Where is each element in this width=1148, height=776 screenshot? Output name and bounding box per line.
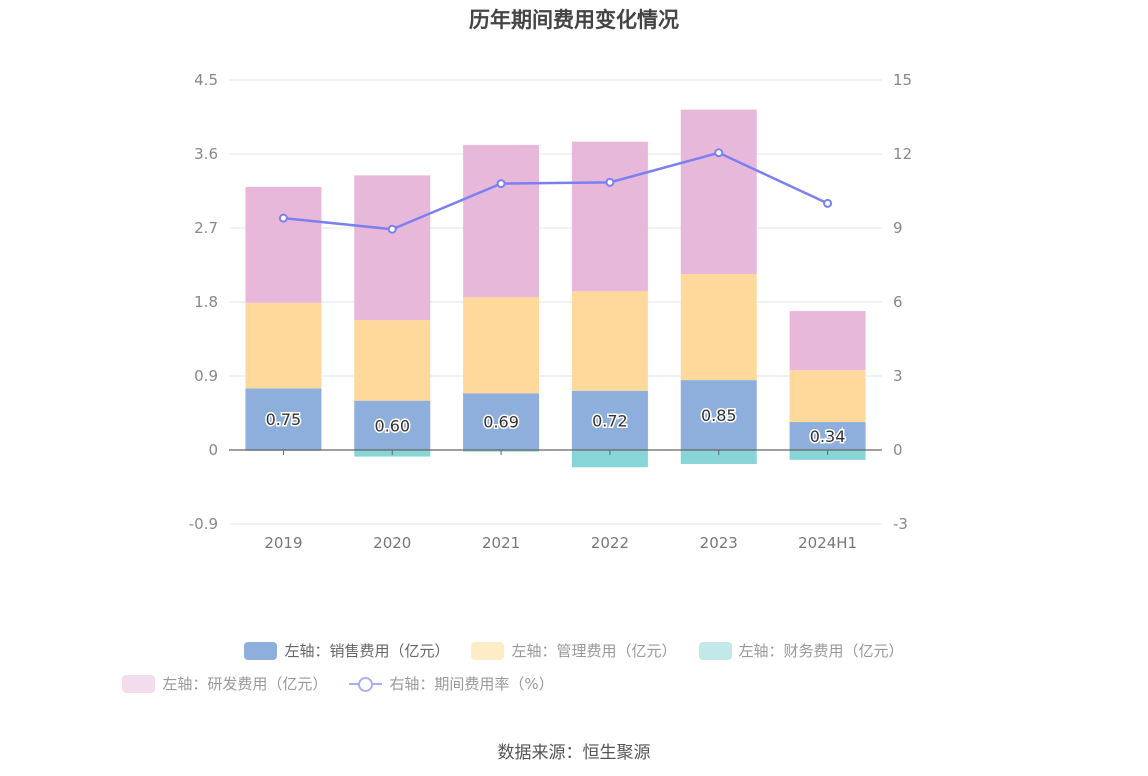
bar-admin[interactable] xyxy=(571,291,648,391)
right-tick-label: 3 xyxy=(893,367,903,385)
right-tick-label: 0 xyxy=(893,441,903,459)
right-axis-ticks: -3 0 3 6 9 12 15 xyxy=(893,71,912,533)
category-label: 2024H1 xyxy=(798,534,857,552)
bar-admin[interactable] xyxy=(354,320,431,401)
chart-plot: -0.9 0 0.9 1.8 2.7 3.6 4.5 -3 0 3 6 9 12 15 0.75 0.60… xyxy=(189,71,912,552)
bar-data-label: 0.60 xyxy=(374,416,410,435)
right-tick-label: 15 xyxy=(893,71,912,89)
rate-point[interactable] xyxy=(387,224,397,234)
bar-sales[interactable] xyxy=(463,393,540,450)
bar-rnd[interactable] xyxy=(245,186,322,303)
left-tick-label: 4.5 xyxy=(194,71,218,89)
bar-data-label: 0.85 xyxy=(701,406,737,425)
bar-sales[interactable] xyxy=(680,380,757,450)
right-tick-label: -3 xyxy=(893,515,908,533)
bar-rnd[interactable] xyxy=(354,175,431,321)
legend-item-admin[interactable]: 左轴：管理费用（亿元） xyxy=(471,640,677,661)
bar-sales[interactable] xyxy=(354,400,431,450)
bar-rnd[interactable] xyxy=(463,144,540,298)
rate-line xyxy=(278,148,833,234)
legend-label-admin: 左轴：管理费用（亿元） xyxy=(511,642,677,660)
right-tick-label: 12 xyxy=(893,145,912,163)
rate-point[interactable] xyxy=(496,179,506,189)
left-tick-label: 2.7 xyxy=(194,219,218,237)
left-tick-label: 1.8 xyxy=(194,293,218,311)
legend-item-finance[interactable]: 左轴：财务费用（亿元） xyxy=(698,640,904,661)
left-axis-ticks: -0.9 0 0.9 1.8 2.7 3.6 4.5 xyxy=(189,71,218,533)
legend-label-sales: 左轴：销售费用（亿元） xyxy=(284,642,450,660)
left-tick-label: 3.6 xyxy=(194,145,218,163)
legend-row-1: 左轴：销售费用（亿元） 左轴：管理费用（亿元） 左轴：财务费用（亿元） xyxy=(0,640,1148,661)
category-label: 2019 xyxy=(264,534,302,552)
bar-finance[interactable] xyxy=(680,450,757,464)
legend-swatch-finance xyxy=(698,641,732,660)
bar-data-label: 0.75 xyxy=(266,410,302,429)
rate-point[interactable] xyxy=(714,148,724,158)
category-label: 2023 xyxy=(700,534,738,552)
rate-point[interactable] xyxy=(278,213,288,223)
left-tick-label: -0.9 xyxy=(189,515,218,533)
grid-lines xyxy=(229,79,882,525)
bar-data-label: 0.34 xyxy=(810,427,846,446)
bar-rnd[interactable] xyxy=(789,311,866,371)
bar-sales[interactable] xyxy=(245,388,322,450)
category-label: 2022 xyxy=(591,534,629,552)
bars xyxy=(245,109,866,468)
category-labels: 2019 2020 2021 2022 2023 2024H1 xyxy=(264,534,857,552)
bar-admin[interactable] xyxy=(789,370,866,423)
legend-label-rate: 右轴：期间费用率（%） xyxy=(389,675,554,693)
legend-swatch-rnd xyxy=(122,674,156,693)
right-tick-label: 9 xyxy=(893,219,903,237)
bar-admin[interactable] xyxy=(680,274,757,381)
right-tick-label: 6 xyxy=(893,293,903,311)
x-axis xyxy=(229,449,882,455)
bar-data-label: 0.72 xyxy=(592,411,628,430)
bar-sales[interactable] xyxy=(571,390,648,450)
bar-admin[interactable] xyxy=(463,297,540,394)
category-label: 2021 xyxy=(482,534,520,552)
chart-title: 历年期间费用变化情况 xyxy=(469,8,679,32)
legend-item-sales[interactable]: 左轴：销售费用（亿元） xyxy=(244,640,449,661)
legend-label-finance: 左轴：财务费用（亿元） xyxy=(738,642,904,660)
left-tick-label: 0.9 xyxy=(194,367,218,385)
legend-line-icon xyxy=(349,675,383,693)
rate-point[interactable] xyxy=(823,198,833,208)
bar-data-labels: 0.75 0.60 0.69 0.72 0.85 0.34 xyxy=(264,405,847,448)
legend-item-rnd[interactable]: 左轴：研发费用（亿元） xyxy=(122,673,327,694)
bar-admin[interactable] xyxy=(245,302,322,389)
data-source: 数据来源：恒生聚源 xyxy=(497,743,651,763)
legend-swatch-admin xyxy=(471,641,505,660)
bar-sales[interactable] xyxy=(789,422,866,450)
legend-item-rate[interactable]: 右轴：期间费用率（%） xyxy=(349,673,554,694)
bar-data-label: 0.69 xyxy=(483,413,519,432)
left-tick-label: 0 xyxy=(208,441,218,459)
category-label: 2020 xyxy=(373,534,411,552)
bar-finance[interactable] xyxy=(571,450,648,468)
bar-rnd[interactable] xyxy=(680,109,757,275)
rate-point[interactable] xyxy=(605,177,615,187)
rate-line-path xyxy=(283,151,829,231)
legend-row-2: 左轴：研发费用（亿元） 右轴：期间费用率（%） xyxy=(0,673,912,694)
legend-label-rnd: 左轴：研发费用（亿元） xyxy=(162,675,328,693)
bar-rnd[interactable] xyxy=(571,141,648,292)
legend-swatch-sales xyxy=(244,641,278,660)
